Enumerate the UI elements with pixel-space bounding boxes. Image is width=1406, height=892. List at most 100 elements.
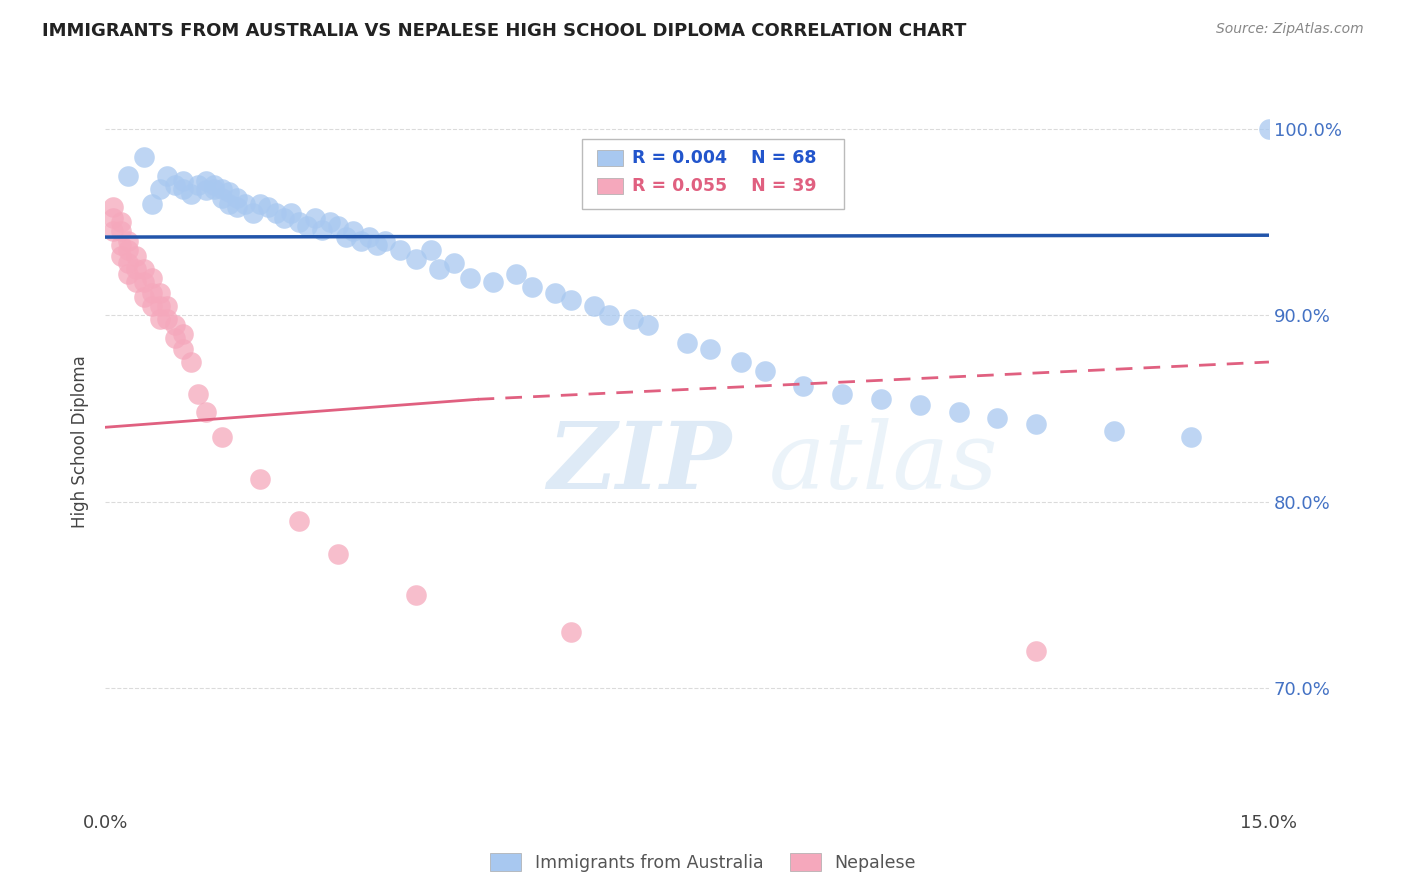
Point bbox=[233, 196, 256, 211]
Point bbox=[211, 181, 233, 195]
Point bbox=[218, 196, 240, 211]
Point bbox=[458, 271, 481, 285]
Point bbox=[156, 299, 179, 313]
Bar bbox=[598, 178, 623, 194]
Point bbox=[226, 200, 249, 214]
Point bbox=[482, 275, 505, 289]
Point bbox=[676, 336, 699, 351]
Point bbox=[211, 429, 233, 443]
Point bbox=[1180, 429, 1202, 443]
Point bbox=[420, 243, 443, 257]
Point bbox=[117, 169, 139, 183]
Point bbox=[831, 386, 853, 401]
Point bbox=[172, 342, 194, 356]
Point bbox=[699, 342, 721, 356]
Point bbox=[163, 178, 186, 192]
Point bbox=[110, 215, 132, 229]
Point bbox=[295, 219, 318, 233]
Text: ZIP: ZIP bbox=[547, 418, 731, 508]
Point bbox=[172, 174, 194, 188]
Point bbox=[148, 312, 170, 326]
Point bbox=[1258, 122, 1281, 136]
Point bbox=[326, 547, 349, 561]
Point bbox=[304, 211, 326, 226]
Text: R = 0.055    N = 39: R = 0.055 N = 39 bbox=[633, 177, 817, 194]
FancyBboxPatch shape bbox=[582, 139, 844, 210]
Point bbox=[110, 237, 132, 252]
Point bbox=[195, 405, 218, 419]
Point bbox=[110, 225, 132, 239]
Point bbox=[311, 222, 333, 236]
Point bbox=[350, 234, 373, 248]
Point bbox=[326, 219, 349, 233]
Point bbox=[560, 293, 582, 308]
Point bbox=[110, 249, 132, 263]
Point bbox=[187, 178, 209, 192]
Point bbox=[280, 206, 302, 220]
Text: IMMIGRANTS FROM AUSTRALIA VS NEPALESE HIGH SCHOOL DIPLOMA CORRELATION CHART: IMMIGRANTS FROM AUSTRALIA VS NEPALESE HI… bbox=[42, 22, 966, 40]
Point bbox=[172, 326, 194, 341]
Point bbox=[195, 174, 218, 188]
Point bbox=[389, 243, 412, 257]
Point bbox=[132, 290, 155, 304]
Point bbox=[101, 225, 124, 239]
Point bbox=[141, 285, 163, 300]
Point bbox=[273, 211, 295, 226]
Point bbox=[560, 625, 582, 640]
Point bbox=[180, 187, 202, 202]
Point bbox=[242, 206, 264, 220]
Point bbox=[132, 150, 155, 164]
Bar bbox=[598, 150, 623, 166]
Point bbox=[148, 181, 170, 195]
Text: Source: ZipAtlas.com: Source: ZipAtlas.com bbox=[1216, 22, 1364, 37]
Point bbox=[1025, 417, 1047, 431]
Point bbox=[373, 234, 395, 248]
Point bbox=[163, 331, 186, 345]
Point bbox=[117, 268, 139, 282]
Point bbox=[264, 206, 287, 220]
Point bbox=[101, 200, 124, 214]
Point bbox=[141, 271, 163, 285]
Point bbox=[870, 392, 893, 407]
Y-axis label: High School Diploma: High School Diploma bbox=[72, 355, 89, 528]
Point bbox=[405, 588, 427, 602]
Point bbox=[132, 261, 155, 276]
Point bbox=[117, 234, 139, 248]
Point bbox=[986, 411, 1008, 425]
Point bbox=[505, 268, 527, 282]
Point bbox=[621, 312, 644, 326]
Text: R = 0.004    N = 68: R = 0.004 N = 68 bbox=[633, 149, 817, 167]
Point bbox=[249, 473, 271, 487]
Point bbox=[1102, 424, 1125, 438]
Point bbox=[156, 169, 179, 183]
Point bbox=[211, 191, 233, 205]
Point bbox=[101, 211, 124, 226]
Point bbox=[125, 275, 148, 289]
Point bbox=[288, 514, 311, 528]
Point bbox=[125, 249, 148, 263]
Point bbox=[637, 318, 659, 332]
Point bbox=[218, 186, 240, 200]
Point bbox=[288, 215, 311, 229]
Point bbox=[202, 178, 225, 192]
Point bbox=[202, 181, 225, 195]
Point bbox=[443, 256, 465, 270]
Point bbox=[187, 386, 209, 401]
Point bbox=[141, 196, 163, 211]
Point bbox=[405, 252, 427, 267]
Point bbox=[125, 261, 148, 276]
Point bbox=[598, 309, 620, 323]
Point bbox=[117, 256, 139, 270]
Point bbox=[544, 285, 567, 300]
Point bbox=[172, 181, 194, 195]
Legend: Immigrants from Australia, Nepalese: Immigrants from Australia, Nepalese bbox=[482, 847, 924, 879]
Point bbox=[226, 191, 249, 205]
Point bbox=[141, 299, 163, 313]
Text: atlas: atlas bbox=[769, 418, 998, 508]
Point bbox=[342, 225, 364, 239]
Point bbox=[156, 312, 179, 326]
Point bbox=[335, 230, 357, 244]
Point bbox=[257, 200, 280, 214]
Point bbox=[792, 379, 814, 393]
Point bbox=[908, 398, 931, 412]
